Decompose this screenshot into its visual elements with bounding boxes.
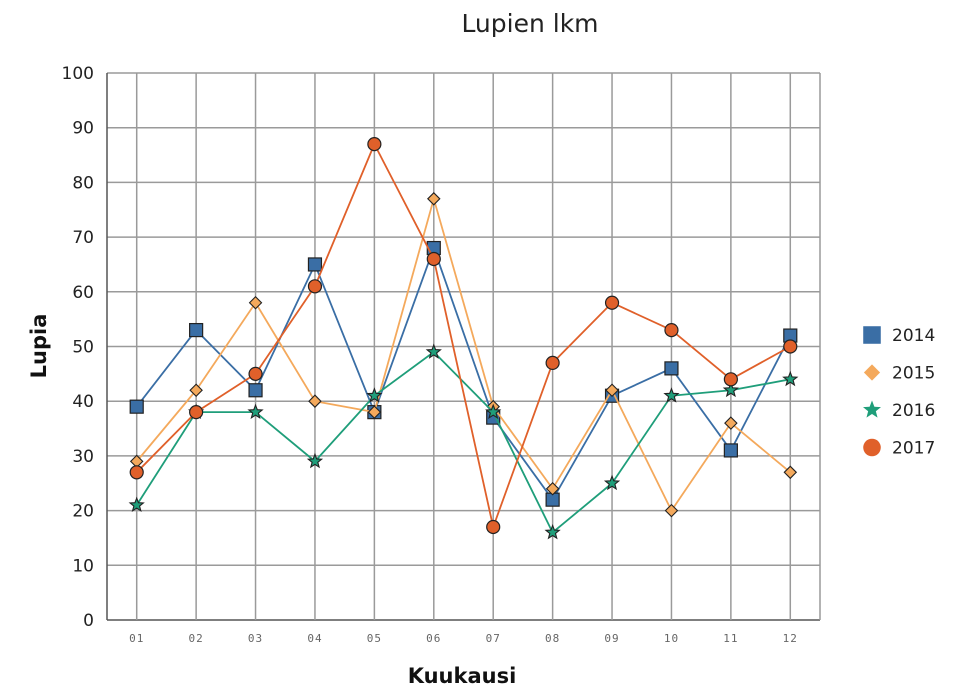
data-point-2016-07 <box>485 403 502 420</box>
x-tick-label: 02 <box>189 632 204 645</box>
y-tick-label: 10 <box>72 556 94 576</box>
data-point-2014-04 <box>307 257 323 272</box>
data-point-2015-04 <box>308 394 322 408</box>
chart-title: Lupien lkm <box>461 9 598 38</box>
x-tick-label: 01 <box>129 632 144 645</box>
data-point-2016-12 <box>782 370 799 387</box>
legend-label-2014: 2014 <box>892 326 935 346</box>
data-point-2017-10 <box>664 322 679 338</box>
legend-marker-2015 <box>863 364 881 381</box>
data-point-2017-03 <box>248 366 263 381</box>
x-tick-label: 05 <box>367 632 382 645</box>
series-line-2015 <box>136 197 791 512</box>
legend-item-2016: 2016 <box>863 400 935 421</box>
data-point-2015-05 <box>367 405 382 419</box>
data-point-2016-11 <box>722 381 739 398</box>
series-line-2014 <box>135 247 792 501</box>
x-tick-label: 12 <box>783 632 798 645</box>
x-tick-label: 07 <box>486 632 501 645</box>
legend-marker-2016 <box>863 400 881 418</box>
series-2015 <box>129 192 798 518</box>
data-point-2015-11 <box>724 416 738 430</box>
y-tick-label: 80 <box>72 173 94 193</box>
y-tick-label: 40 <box>72 392 94 412</box>
data-point-2015-06 <box>427 192 441 206</box>
y-tick-label: 50 <box>72 338 94 358</box>
x-tick-label: 10 <box>664 632 679 645</box>
y-tick-label: 30 <box>72 447 94 467</box>
data-point-2015-08 <box>545 481 560 496</box>
grid <box>106 72 821 621</box>
data-point-2015-09 <box>605 383 619 398</box>
series-line-2017 <box>136 143 791 528</box>
y-tick-label: 0 <box>83 611 94 631</box>
series-2016 <box>128 343 799 540</box>
data-point-2015-12 <box>783 465 798 480</box>
legend-item-2014: 2014 <box>863 326 935 346</box>
y-tick-label: 100 <box>62 64 94 84</box>
data-point-2015-10 <box>664 503 679 518</box>
y-axis-title: Lupia <box>27 314 51 379</box>
data-point-2017-02 <box>189 405 204 420</box>
y-tick-label: 70 <box>72 228 94 248</box>
x-tick-label: 04 <box>307 632 322 645</box>
data-point-2017-01 <box>129 465 144 480</box>
data-point-2016-05 <box>366 387 383 403</box>
data-point-2016-06 <box>425 343 442 359</box>
legend-item-2015: 2015 <box>863 364 935 384</box>
series-2014 <box>129 240 798 507</box>
legend: 2014 2015 2016 2017 <box>863 326 935 459</box>
legend-label-2015: 2015 <box>892 364 935 384</box>
data-point-2015-02 <box>189 383 203 398</box>
data-point-2016-04 <box>306 452 324 469</box>
data-point-2017-11 <box>723 372 738 387</box>
data-point-2017-04 <box>307 279 323 294</box>
data-point-2017-08 <box>545 355 560 371</box>
x-axis-ticks: 01 02 03 04 05 06 07 08 09 10 11 12 <box>129 632 798 645</box>
data-point-2014-03 <box>248 383 263 398</box>
data-point-2014-01 <box>129 399 144 414</box>
x-axis-title: Kuukausi <box>408 664 517 688</box>
data-point-2014-11 <box>723 443 738 458</box>
x-tick-label: 06 <box>426 632 441 645</box>
series-2017 <box>129 137 798 535</box>
x-tick-label: 09 <box>604 632 619 645</box>
y-axis-ticks: 0 10 20 30 40 50 60 70 80 90 100 <box>62 64 94 631</box>
series-line-2016 <box>135 351 791 534</box>
x-tick-label: 08 <box>545 632 560 645</box>
legend-item-2017: 2017 <box>863 439 935 459</box>
series-layer <box>128 137 799 540</box>
data-point-2016-09 <box>603 474 621 491</box>
y-tick-label: 20 <box>72 502 94 522</box>
data-point-2017-06 <box>426 251 441 267</box>
data-point-2016-01 <box>128 496 145 513</box>
legend-label-2016: 2016 <box>892 401 935 421</box>
data-point-2014-02 <box>189 322 204 338</box>
x-tick-label: 11 <box>723 632 738 645</box>
data-point-2016-08 <box>544 523 561 540</box>
data-point-2016-03 <box>247 403 264 420</box>
y-tick-label: 90 <box>72 119 94 139</box>
y-tick-label: 60 <box>72 283 94 303</box>
legend-label-2017: 2017 <box>892 439 935 459</box>
legend-marker-2014 <box>863 326 881 344</box>
data-point-2014-10 <box>664 361 679 376</box>
data-point-2017-12 <box>783 339 798 354</box>
data-point-2017-07 <box>486 519 501 535</box>
x-tick-label: 03 <box>248 632 263 645</box>
data-point-2017-05 <box>367 137 382 152</box>
data-point-2016-10 <box>663 387 680 403</box>
legend-marker-2017 <box>863 438 881 457</box>
data-point-2017-09 <box>604 295 620 310</box>
data-point-2015-03 <box>248 295 263 310</box>
